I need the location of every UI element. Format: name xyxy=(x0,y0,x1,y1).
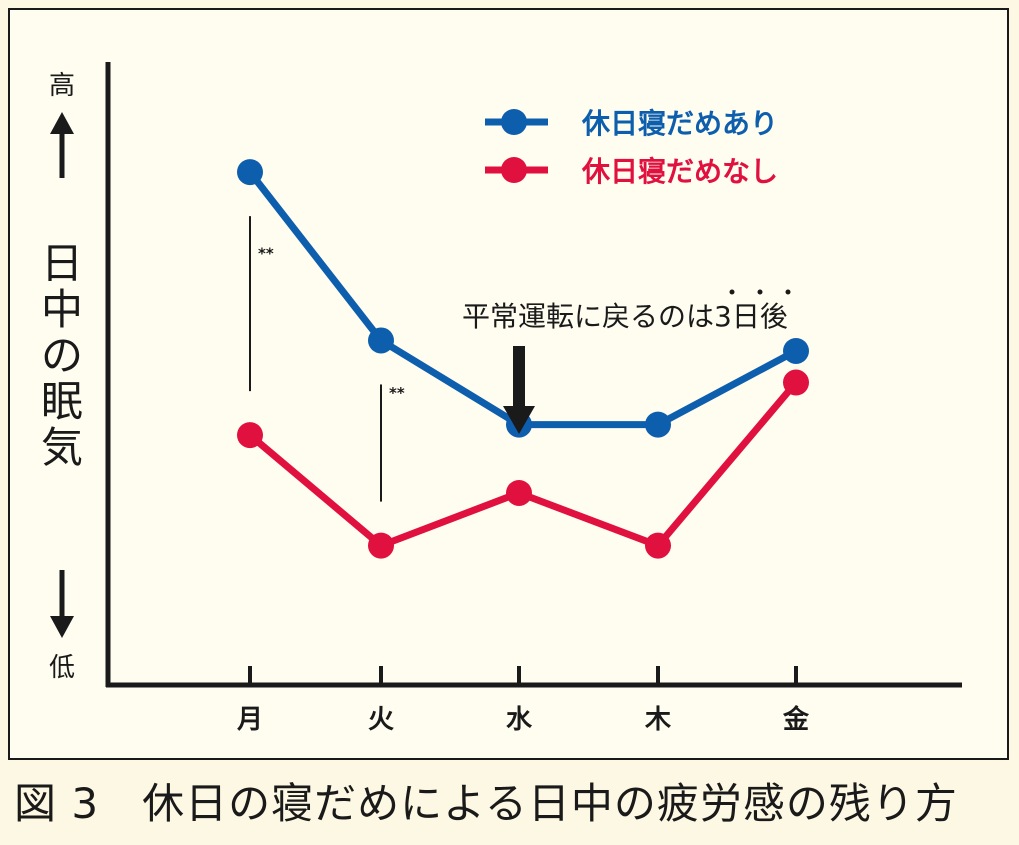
emphasis-dot xyxy=(757,289,763,295)
x-tick-label: 金 xyxy=(782,704,810,735)
data-point xyxy=(783,369,809,396)
x-tick-label: 火 xyxy=(368,705,394,735)
y-axis-title: 日中の眠気 xyxy=(41,239,83,472)
legend-marker xyxy=(501,157,527,183)
figure-caption: 図 3 休日の寝だめによる日中の疲労感の残り方 xyxy=(14,779,958,828)
data-point xyxy=(368,532,394,559)
chart-panel: 月 火 水 木 金 高低 日中の眠気 ** ** 休日寝だめあり 休日寝だめなし平常運転に戻るのは3… xyxy=(8,8,1009,760)
data-point xyxy=(506,479,532,506)
data-point xyxy=(237,422,263,449)
data-point xyxy=(237,159,263,186)
data-point xyxy=(783,337,809,364)
x-tick-label: 水 xyxy=(506,705,533,735)
annotation-text: 平常運転に戻るのは3日後 xyxy=(462,300,788,333)
line-chart: 月 火 水 木 金 高低 日中の眠気 ** ** 休日寝だめあり休日寝だめなし平常運転に戻るのは3… xyxy=(41,62,962,735)
y-high-label: 高 xyxy=(49,71,75,101)
y-up-arrow-icon xyxy=(50,112,74,134)
data-point xyxy=(645,411,671,438)
significance-label: ** xyxy=(389,384,405,402)
legend-label: 休日寝だめなし xyxy=(581,155,778,188)
x-tick-label: 月 xyxy=(236,705,263,735)
emphasis-dot xyxy=(729,289,735,295)
legend-marker xyxy=(501,109,527,135)
data-point xyxy=(368,327,394,354)
y-low-label: 低 xyxy=(49,653,75,683)
x-tick-label: 木 xyxy=(644,705,671,735)
y-down-arrow-icon xyxy=(50,616,74,638)
legend-label: 休日寝だめあり xyxy=(581,107,778,140)
annotation-arrow-icon xyxy=(503,406,535,434)
data-point xyxy=(645,532,671,559)
annotation-arrow-shaft xyxy=(513,346,525,408)
emphasis-dot xyxy=(785,289,791,295)
significance-label: ** xyxy=(258,245,274,263)
